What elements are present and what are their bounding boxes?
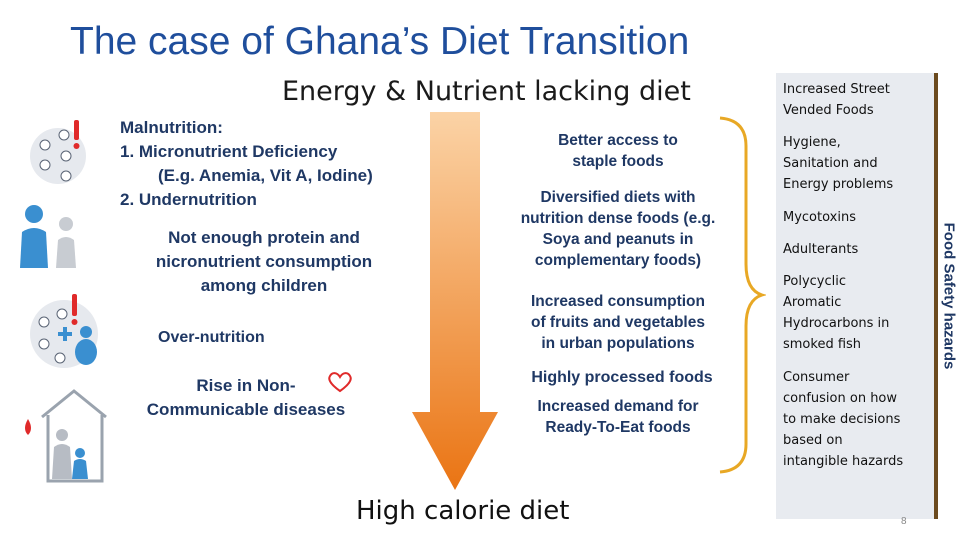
fruit-veg-note: Increased consumption of fruits and vege… <box>500 291 736 354</box>
heart-icon <box>328 372 352 393</box>
malnutrition-item-1-detail: (E.g. Anemia, Vit A, Iodine) <box>158 166 373 185</box>
sidebar-item-line: intangible hazards <box>783 454 904 469</box>
staple-access-line: Better access to <box>558 132 678 149</box>
overnutrition-label: Over-nutrition <box>158 329 265 346</box>
sidebar-item-line: based on <box>783 433 843 448</box>
staple-access-note: Better access to staple foods <box>500 130 736 172</box>
sidebar-item-line: Hydrocarbons in <box>783 316 890 331</box>
slide-subtitle: Energy & Nutrient lacking diet <box>282 76 691 107</box>
sidebar-item-line: smoked fish <box>783 337 862 352</box>
ready-to-eat-note: Increased demand for Ready-To-Eat foods <box>500 396 736 438</box>
sidebar-item-street-food: Increased Street Vended Foods <box>783 79 928 121</box>
ncd-note-line: Rise in Non- <box>196 376 296 395</box>
food-safety-label: Food Safety hazards <box>940 222 958 370</box>
house-family-icon <box>25 389 107 483</box>
bracket-brace <box>719 116 766 474</box>
ready-to-eat-line: Ready-To-Eat foods <box>545 419 691 436</box>
malnutrition-item-1: 1. Micronutrient Deficiency <box>120 142 338 161</box>
sidebar-item-line: Increased Street <box>783 82 890 97</box>
protein-note-line: among children <box>200 276 328 295</box>
sidebar-item-pah: Polycyclic Aromatic Hydrocarbons in smok… <box>783 271 928 355</box>
fruit-veg-line: of fruits and vegetables <box>531 314 705 331</box>
food-safety-divider <box>934 73 938 519</box>
diversified-diet-line: Diversified diets with <box>540 189 696 206</box>
high-calorie-label: High calorie diet <box>356 496 570 526</box>
sidebar-item-line: Adulterants <box>783 242 859 257</box>
adult-child-figures-icon <box>20 205 76 268</box>
vitamin-circle-icon <box>30 120 86 184</box>
sidebar-item-consumer-confusion: Consumer confusion on how to make decisi… <box>783 367 928 472</box>
sidebar-item-adulterants: Adulterants <box>783 239 928 260</box>
sidebar-item-line: Hygiene, <box>783 135 841 150</box>
sidebar-item-line: Polycyclic <box>783 274 846 289</box>
diversified-diet-line: complementary foods) <box>534 252 702 269</box>
sidebar-item-line: Mycotoxins <box>783 210 856 225</box>
food-safety-panel: Increased Street Vended Foods Hygiene, S… <box>776 73 934 519</box>
sidebar-item-line: Sanitation and <box>783 156 878 171</box>
ncd-note-line: Communicable diseases <box>146 400 346 419</box>
sidebar-item-line: Consumer <box>783 370 850 385</box>
ready-to-eat-line: Increased demand for <box>537 398 699 415</box>
protein-note-line: Not enough protein and <box>168 228 360 247</box>
staple-access-line: staple foods <box>572 153 664 170</box>
diversified-diet-note: Diversified diets with nutrition dense f… <box>500 187 736 271</box>
sidebar-item-line: Vended Foods <box>783 103 874 118</box>
protein-note-line: nicronutrient consumption <box>155 252 373 271</box>
sidebar-item-hygiene: Hygiene, Sanitation and Energy problems <box>783 132 928 195</box>
food-safety-label-container: Food Safety hazards <box>940 73 958 519</box>
diversified-diet-line: nutrition dense foods (e.g. <box>520 210 716 227</box>
page-number: 8 <box>901 516 907 527</box>
diversified-diet-line: Soya and peanuts in <box>542 231 694 248</box>
processed-foods-note: Highly processed foods <box>531 369 713 386</box>
overnutrition-circle-icon <box>30 294 98 368</box>
malnutrition-item-2: 2. Undernutrition <box>120 190 257 209</box>
ncd-note: Rise in Non- Communicable diseases <box>122 374 370 422</box>
sidebar-item-line: confusion on how <box>783 391 898 406</box>
slide-title: The case of Ghana’s Diet Transition <box>70 20 690 63</box>
protein-note: Not enough protein and nicronutrient con… <box>126 226 402 298</box>
transition-arrow <box>412 112 498 490</box>
sidebar-item-line: Energy problems <box>783 177 894 192</box>
sidebar-item-line: to make decisions <box>783 412 901 427</box>
malnutrition-heading: Malnutrition: <box>120 118 223 137</box>
sidebar-item-mycotoxins: Mycotoxins <box>783 207 928 228</box>
fruit-veg-line: Increased consumption <box>531 293 705 310</box>
sidebar-item-line: Aromatic <box>783 295 842 310</box>
fruit-veg-line: in urban populations <box>541 335 695 352</box>
